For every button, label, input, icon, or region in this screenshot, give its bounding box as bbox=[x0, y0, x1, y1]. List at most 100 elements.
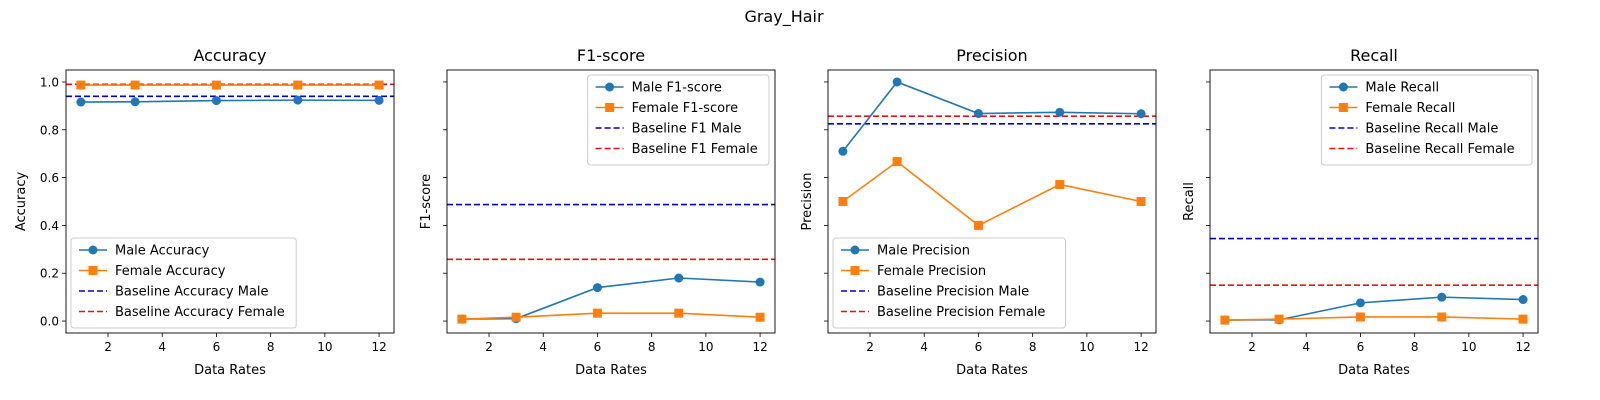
data-point bbox=[1518, 295, 1528, 305]
legend-marker bbox=[1338, 103, 1348, 112]
x-tick-label: 2 bbox=[1248, 340, 1256, 354]
x-tick-label: 2 bbox=[104, 340, 112, 354]
panel-recall: Recall 2 4 6 8 10 12 Data Rates Recall Male Recal… bbox=[1182, 46, 1539, 378]
legend-label: Male Accuracy bbox=[115, 244, 210, 259]
x-tick-label: 4 bbox=[158, 340, 166, 354]
data-point bbox=[1437, 292, 1447, 302]
x-axis-label: Data Rates bbox=[575, 363, 647, 378]
legend-item: Male Accuracy bbox=[79, 244, 210, 259]
panel-title: Precision bbox=[956, 46, 1027, 65]
data-point bbox=[973, 220, 983, 230]
plot-area bbox=[447, 203, 775, 324]
legend-label: Baseline F1 Female bbox=[632, 142, 758, 157]
x-tick-label: 12 bbox=[1515, 340, 1530, 354]
data-point bbox=[457, 314, 467, 324]
panel-accuracy: Accuracy 2 4 6 8 10 12 0.0 0.2 0.4 0.6 0.8 1.0 Data R… bbox=[14, 46, 395, 378]
panel-f1-score: F1-score 2 4 6 8 10 12 Data Rates F1-score Male F… bbox=[419, 46, 776, 378]
y-tick-label: 0.0 bbox=[40, 315, 59, 329]
legend-box bbox=[1320, 74, 1533, 166]
axes-frame bbox=[446, 69, 776, 334]
data-point bbox=[211, 96, 221, 106]
data-point bbox=[1136, 109, 1146, 119]
x-tick-label: 10 bbox=[317, 340, 332, 354]
data-point bbox=[755, 277, 765, 287]
data-point bbox=[1355, 312, 1365, 322]
data-point bbox=[838, 146, 848, 156]
x-tick-label: 10 bbox=[1079, 340, 1094, 354]
data-point bbox=[293, 80, 303, 90]
series-line bbox=[1224, 316, 1524, 321]
legend-item: Male Precision bbox=[841, 244, 970, 259]
x-tick-label: 4 bbox=[1302, 340, 1310, 354]
data-point bbox=[1055, 107, 1065, 117]
legend-item: Baseline Recall Male bbox=[1329, 122, 1498, 137]
legend-label: Baseline Recall Female bbox=[1365, 142, 1514, 157]
legend-marker bbox=[850, 266, 860, 275]
data-point bbox=[1274, 314, 1284, 324]
legend-marker bbox=[850, 245, 860, 255]
panel-precision: Precision 2 4 6 8 10 12 Data Rates Precision Male… bbox=[800, 46, 1157, 378]
data-point bbox=[892, 77, 902, 87]
data-point bbox=[892, 157, 902, 167]
data-point bbox=[674, 273, 684, 283]
data-point bbox=[130, 97, 140, 107]
legend-item: Male Recall bbox=[1329, 81, 1439, 96]
data-point bbox=[592, 308, 602, 318]
legend-label: Baseline Accuracy Female bbox=[115, 305, 285, 320]
x-tick-label: 12 bbox=[371, 340, 386, 354]
data-point bbox=[1136, 197, 1146, 206]
data-point bbox=[1220, 315, 1230, 325]
data-point bbox=[76, 80, 86, 90]
data-point bbox=[374, 95, 384, 105]
data-point bbox=[1518, 314, 1528, 324]
data-point bbox=[973, 109, 983, 119]
series-line bbox=[80, 99, 380, 103]
axes-frame bbox=[65, 69, 395, 334]
x-tick-label: 10 bbox=[698, 340, 713, 354]
data-point bbox=[592, 283, 602, 293]
legend-label: Baseline Recall Male bbox=[1365, 122, 1498, 137]
legend: Male F1-score Female F1-score Baseline F1 … bbox=[587, 74, 770, 166]
legend-label: Female Accuracy bbox=[115, 264, 226, 279]
legend-label: Female Recall bbox=[1365, 101, 1455, 116]
plot-area bbox=[1210, 237, 1538, 325]
plot-area bbox=[66, 80, 394, 107]
x-tick-label: 6 bbox=[213, 340, 221, 354]
data-point bbox=[76, 97, 86, 107]
data-point bbox=[374, 80, 384, 90]
legend-item: Female Recall bbox=[1329, 101, 1455, 116]
legend-marker bbox=[88, 266, 98, 275]
legend-label: Female F1-score bbox=[632, 101, 739, 116]
data-point bbox=[755, 312, 765, 322]
legend-marker bbox=[605, 82, 615, 92]
x-tick-label: 8 bbox=[1411, 340, 1419, 354]
data-point bbox=[293, 95, 303, 105]
data-point bbox=[511, 312, 521, 322]
x-tick-label: 8 bbox=[648, 340, 656, 354]
x-tick-label: 6 bbox=[594, 340, 602, 354]
legend-item: Baseline Recall Female bbox=[1329, 142, 1515, 157]
x-tick-label: 6 bbox=[1357, 340, 1365, 354]
legend-item: Baseline Precision Female bbox=[841, 305, 1045, 320]
legend-item: Baseline Precision Male bbox=[841, 285, 1029, 300]
x-tick-label: 2 bbox=[866, 340, 874, 354]
legend: Male Recall Female Recall Baseline Recall … bbox=[1320, 74, 1533, 166]
x-tick-label: 4 bbox=[539, 340, 547, 354]
legend-item: Female Accuracy bbox=[79, 264, 226, 279]
legend-marker bbox=[88, 245, 98, 255]
legend-label: Baseline Precision Female bbox=[877, 305, 1045, 320]
data-point bbox=[130, 80, 140, 90]
legend: Male Accuracy Female Accuracy Baseline Acc… bbox=[70, 237, 297, 329]
axes-frame bbox=[1209, 69, 1539, 334]
legend-item: Baseline Accuracy Male bbox=[79, 285, 269, 300]
legend-item: Baseline F1 Female bbox=[595, 142, 758, 157]
y-tick-label: 0.6 bbox=[40, 171, 59, 185]
data-point bbox=[1437, 312, 1447, 322]
legend-item: Female Precision bbox=[841, 264, 986, 279]
panel-title: F1-score bbox=[577, 46, 645, 65]
legend-label: Male F1-score bbox=[632, 81, 722, 96]
x-tick-label: 10 bbox=[1461, 340, 1476, 354]
legend-label: Baseline F1 Male bbox=[632, 122, 742, 137]
legend-label: Female Precision bbox=[877, 264, 986, 279]
